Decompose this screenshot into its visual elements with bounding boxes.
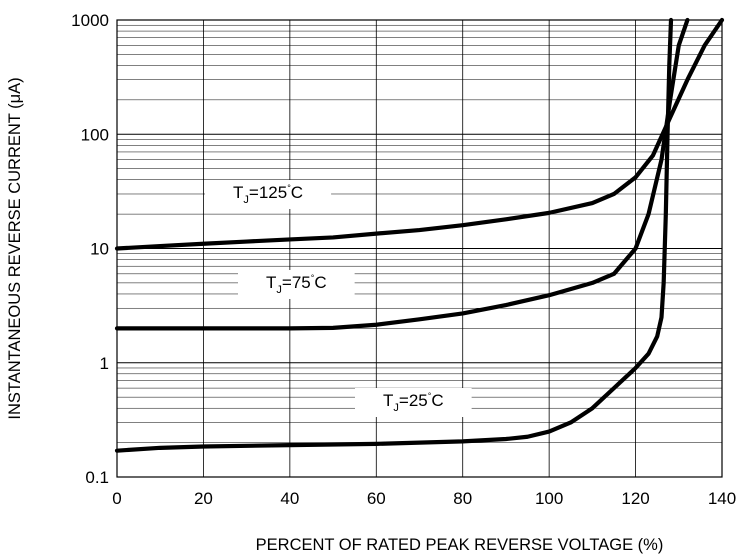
x-axis-title: PERCENT OF RATED PEAK REVERSE VOLTAGE (%…: [256, 536, 664, 554]
y-axis-title: INSTANTANEOUS REVERSE CURRENT (μA): [6, 77, 24, 419]
x-tick-label: 80: [453, 489, 472, 508]
y-tick-label: 1: [100, 354, 109, 373]
x-tick-labels: 0 20 40 60 80 100 120 140: [112, 489, 736, 508]
x-tick-label: 60: [367, 489, 386, 508]
x-tick-label: 120: [621, 489, 649, 508]
series-curve-1: [114, 17, 690, 331]
x-tick-label: 20: [194, 489, 213, 508]
series-label-text: TJ=125°C: [233, 183, 303, 206]
y-tick-label: 1000: [71, 11, 109, 30]
y-tick-label: 0.1: [85, 468, 109, 487]
series-label-background: [355, 388, 472, 417]
x-tick-label: 0: [112, 489, 121, 508]
y-tick-label: 100: [81, 125, 109, 144]
series-curve-0: [114, 17, 725, 251]
series-curves: [114, 17, 725, 453]
series-labels: TJ=125°C TJ=75°C TJ=25°C: [205, 180, 472, 417]
series-label-text: TJ=25°C: [383, 391, 444, 414]
series-label-text: TJ=75°C: [266, 273, 327, 296]
x-tick-label: 140: [708, 489, 736, 508]
x-tick-label: 40: [280, 489, 299, 508]
series-label-background: [238, 270, 355, 299]
series-curve-2: [114, 17, 674, 453]
series-label-2: TJ=25°C: [355, 388, 472, 417]
y-tick-labels: 0.1 1 10 100 1000: [71, 11, 109, 487]
series-label-background: [205, 180, 332, 209]
x-tick-label: 100: [535, 489, 563, 508]
y-tick-label: 10: [90, 240, 109, 259]
series-label-1: TJ=75°C: [238, 270, 355, 299]
series-label-0: TJ=125°C: [205, 180, 332, 209]
